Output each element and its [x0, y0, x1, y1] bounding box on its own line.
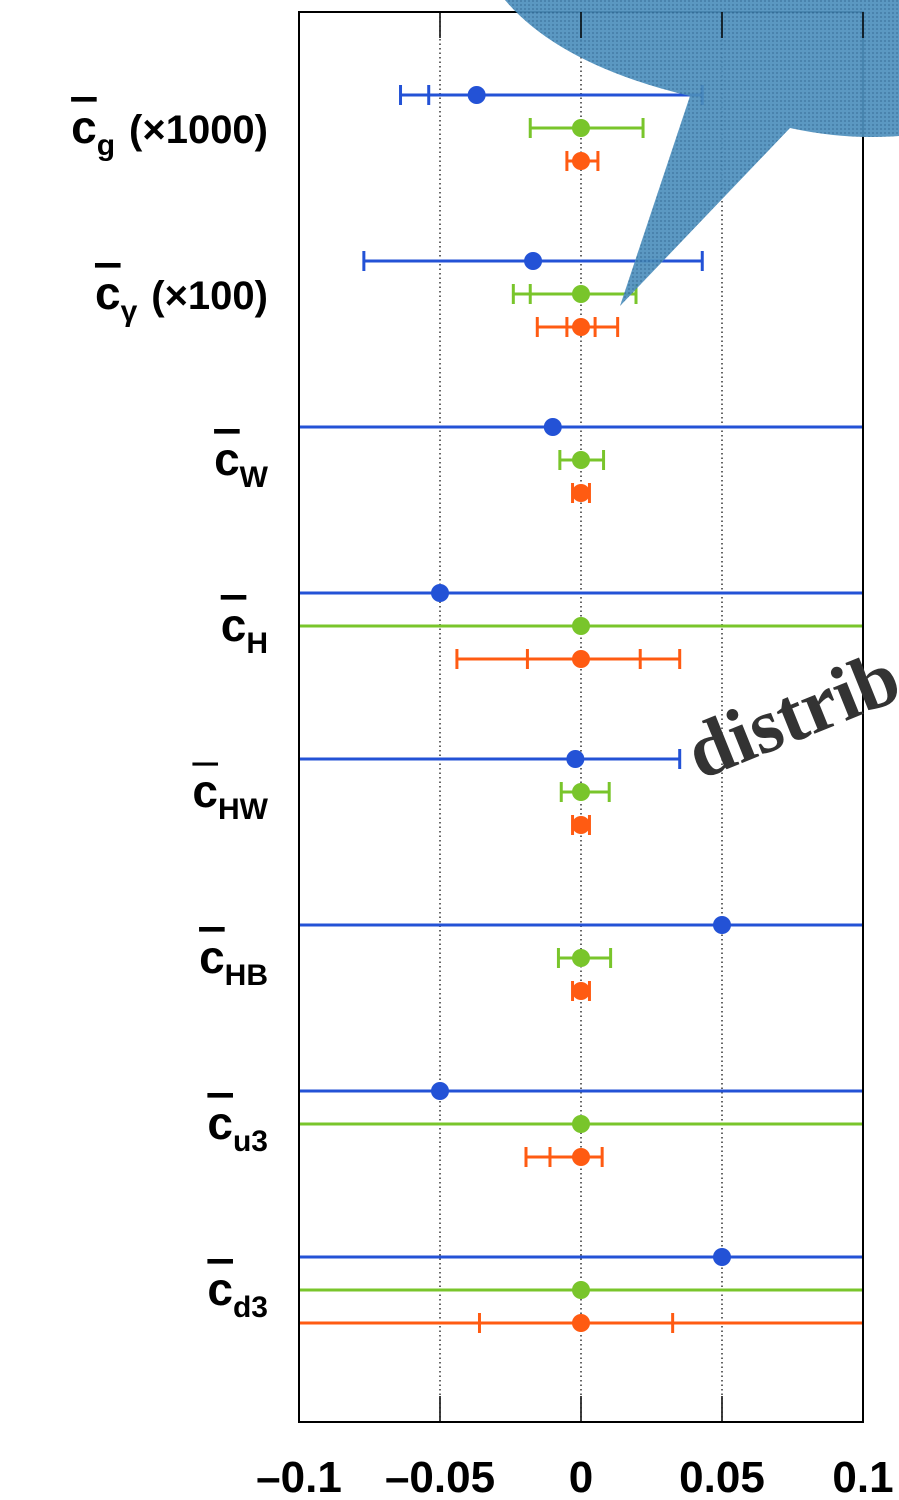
- point: [572, 783, 590, 801]
- category-subscript: HB: [225, 959, 268, 992]
- point: [572, 1314, 590, 1332]
- category-suffix: (×100): [151, 274, 268, 318]
- point: [572, 617, 590, 635]
- point: [566, 750, 584, 768]
- point: [544, 418, 562, 436]
- category-symbol: c: [95, 267, 121, 319]
- category-symbol: c: [192, 765, 218, 817]
- category-subscript: u3: [233, 1125, 268, 1158]
- category-subscript: g: [97, 129, 115, 162]
- point: [468, 86, 486, 104]
- category-label: cHB: [199, 931, 268, 992]
- category-symbol: c: [221, 599, 247, 651]
- point: [572, 1281, 590, 1299]
- x-tick-label: –0.1: [256, 1453, 342, 1500]
- point: [572, 1148, 590, 1166]
- point: [572, 119, 590, 137]
- category-subscript: HW: [218, 793, 269, 826]
- category-symbol: c: [71, 101, 97, 153]
- point: [572, 318, 590, 336]
- category-subscript: H: [246, 627, 268, 660]
- point: [431, 1082, 449, 1100]
- point: [572, 982, 590, 1000]
- chart: distrib –0.1–0.0500.050.1cg(×1000)cγ(×10…: [0, 0, 899, 1500]
- category-label: cu3: [207, 1097, 268, 1158]
- category-symbol: c: [207, 1097, 233, 1149]
- point: [572, 650, 590, 668]
- category-label: cW: [214, 433, 269, 494]
- point: [572, 1115, 590, 1133]
- category-subscript: d3: [233, 1291, 268, 1324]
- x-tick-label: 0.1: [832, 1453, 893, 1500]
- point: [572, 285, 590, 303]
- category-label: cHW: [192, 765, 268, 826]
- category-symbol: c: [207, 1263, 233, 1315]
- point: [713, 916, 731, 934]
- category-label: cd3: [207, 1263, 268, 1324]
- category-symbol: c: [214, 433, 240, 485]
- point: [572, 152, 590, 170]
- category-label: cg (×1000): [71, 101, 268, 162]
- x-tick-label: 0.05: [679, 1453, 765, 1500]
- category-label: cγ (×100): [95, 267, 268, 328]
- category-label: cH: [221, 599, 268, 660]
- annotation: distrib: [674, 632, 899, 795]
- x-tick-label: 0: [569, 1453, 593, 1500]
- point: [572, 949, 590, 967]
- point: [713, 1248, 731, 1266]
- point: [431, 584, 449, 602]
- category-subscript: W: [240, 461, 269, 494]
- category-suffix: (×1000): [129, 108, 268, 152]
- point: [572, 816, 590, 834]
- point: [572, 484, 590, 502]
- point: [524, 252, 542, 270]
- x-tick-label: –0.05: [385, 1453, 495, 1500]
- point: [572, 451, 590, 469]
- category-symbol: c: [199, 931, 225, 983]
- category-subscript: γ: [121, 295, 138, 328]
